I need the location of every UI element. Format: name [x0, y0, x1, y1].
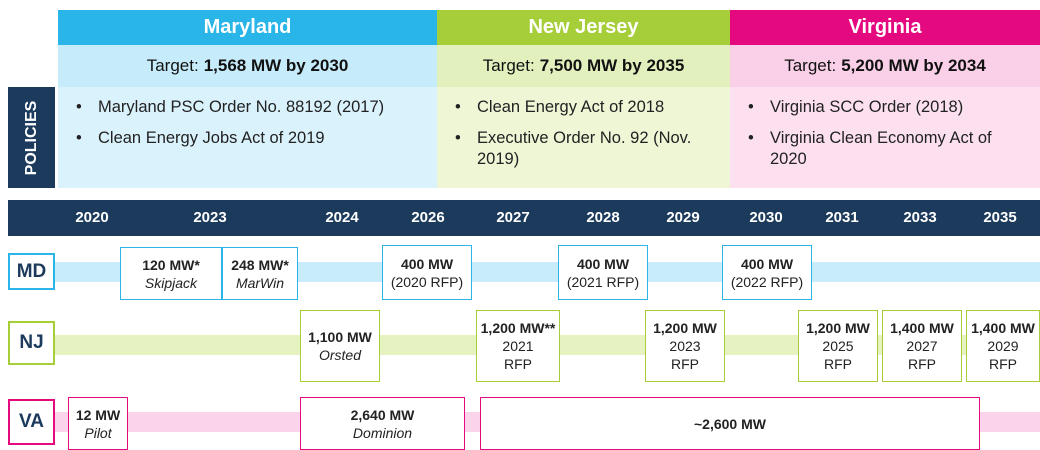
year-label: 2026 — [411, 209, 445, 226]
milestone-text: 2025 — [822, 338, 854, 354]
policy-item: Clean Energy Act of 2018 — [455, 97, 720, 118]
policy-item: Virginia Clean Economy Act of 2020 — [748, 128, 1030, 170]
milestone-text: 1,200 MW** — [480, 320, 556, 336]
row-label: NJ — [8, 321, 55, 365]
milestone-box: ~2,600 MW — [480, 397, 980, 450]
milestone-box: 120 MW* Skipjack — [120, 247, 222, 300]
target-value: 7,500 MW by 2035 — [539, 56, 685, 75]
milestone-box: 1,200 MW** 2021 RFP — [476, 310, 560, 382]
policy-item: Virginia SCC Order (2018) — [748, 97, 1030, 118]
milestone-text: Dominion — [352, 424, 413, 441]
milestone-text: MarWin — [235, 274, 285, 291]
target-label: Target: — [146, 56, 199, 75]
target-row: Target: 5,200 MW by 2034 — [730, 45, 1040, 87]
row-label: MD — [8, 253, 55, 290]
milestone-text: 1,400 MW — [890, 320, 954, 336]
year-label: 2024 — [325, 209, 359, 226]
milestone-text: 2027 — [906, 338, 938, 354]
target-row: Target: 7,500 MW by 2035 — [437, 45, 730, 87]
milestone-text: Orsted — [318, 347, 361, 363]
milestone-text: 1,400 MW — [971, 320, 1035, 336]
target-value: 5,200 MW by 2034 — [841, 56, 986, 75]
milestone-box: 400 MW (2020 RFP) — [382, 245, 472, 300]
policy-item: Executive Order No. 92 (Nov. 2019) — [455, 128, 720, 170]
milestone-text: RFP — [989, 356, 1017, 372]
year-label: 2028 — [586, 209, 620, 226]
milestone-box: 248 MW* MarWin — [222, 247, 298, 300]
policy-item: Maryland PSC Order No. 88192 (2017) — [76, 97, 427, 118]
year-label: 2030 — [749, 209, 783, 226]
timeline-bar — [8, 200, 1040, 236]
year-label: 2033 — [903, 209, 937, 226]
milestone-text: Skipjack — [144, 274, 198, 291]
target-label: Target: — [784, 56, 837, 75]
milestone-box: 2,640 MW Dominion — [300, 397, 465, 450]
milestone-text: 2021 — [502, 338, 534, 354]
milestone-text: 1,200 MW — [653, 320, 717, 336]
policies-sidebar: POLICIES — [8, 87, 55, 188]
milestone-text: Pilot — [84, 424, 112, 441]
state-header: Virginia — [730, 10, 1040, 45]
milestone-box: 1,200 MW 2025 RFP — [798, 310, 878, 382]
year-label: 2023 — [193, 209, 227, 226]
milestone-text: (2020 RFP) — [390, 273, 464, 290]
milestone-box: 1,400 MW 2027 RFP — [882, 310, 962, 382]
milestone-text: 400 MW — [740, 255, 794, 272]
milestone-text: 400 MW — [576, 255, 630, 272]
milestone-text: ~2,600 MW — [694, 415, 766, 432]
milestone-text: RFP — [908, 356, 936, 372]
milestone-text: 2023 — [669, 338, 701, 354]
milestone-text: 12 MW — [75, 406, 121, 423]
policy-list: Maryland PSC Order No. 88192 (2017) Clean… — [58, 87, 437, 188]
milestone-text: 1,100 MW — [308, 329, 372, 345]
policy-item: Clean Energy Jobs Act of 2019 — [76, 128, 427, 149]
milestone-text: RFP — [504, 356, 532, 372]
milestone-box: 1,100 MW Orsted — [300, 310, 380, 382]
policy-list: Virginia SCC Order (2018) Virginia Clean … — [730, 87, 1040, 188]
milestone-box: 400 MW (2022 RFP) — [722, 245, 812, 300]
milestone-box: 400 MW (2021 RFP) — [558, 245, 648, 300]
milestone-box: 12 MW Pilot — [68, 397, 128, 450]
row-label: VA — [8, 399, 55, 445]
target-row: Target: 1,568 MW by 2030 — [58, 45, 437, 87]
milestone-text: 1,200 MW — [806, 320, 870, 336]
policy-list: Clean Energy Act of 2018 Executive Order … — [437, 87, 730, 188]
milestone-box: 1,400 MW 2029 RFP — [966, 310, 1040, 382]
year-label: 2035 — [983, 209, 1017, 226]
milestone-text: 400 MW — [400, 255, 454, 272]
year-label: 2020 — [75, 209, 109, 226]
milestone-text: (2022 RFP) — [730, 273, 804, 290]
milestone-box: 1,200 MW 2023 RFP — [645, 310, 725, 382]
state-header: New Jersey — [437, 10, 730, 45]
milestone-text: 248 MW* — [231, 256, 289, 273]
target-label: Target: — [482, 56, 535, 75]
milestone-text: 2,640 MW — [350, 406, 415, 423]
year-label: 2029 — [666, 209, 700, 226]
target-value: 1,568 MW by 2030 — [203, 56, 349, 75]
state-header: Maryland — [58, 10, 437, 45]
year-label: 2031 — [825, 209, 859, 226]
milestone-text: RFP — [671, 356, 699, 372]
milestone-text: 2029 — [987, 338, 1019, 354]
year-label: 2027 — [496, 209, 530, 226]
milestone-text: 120 MW* — [142, 256, 200, 273]
milestone-text: RFP — [824, 356, 852, 372]
milestone-text: (2021 RFP) — [566, 273, 640, 290]
policies-label: POLICIES — [22, 100, 40, 175]
